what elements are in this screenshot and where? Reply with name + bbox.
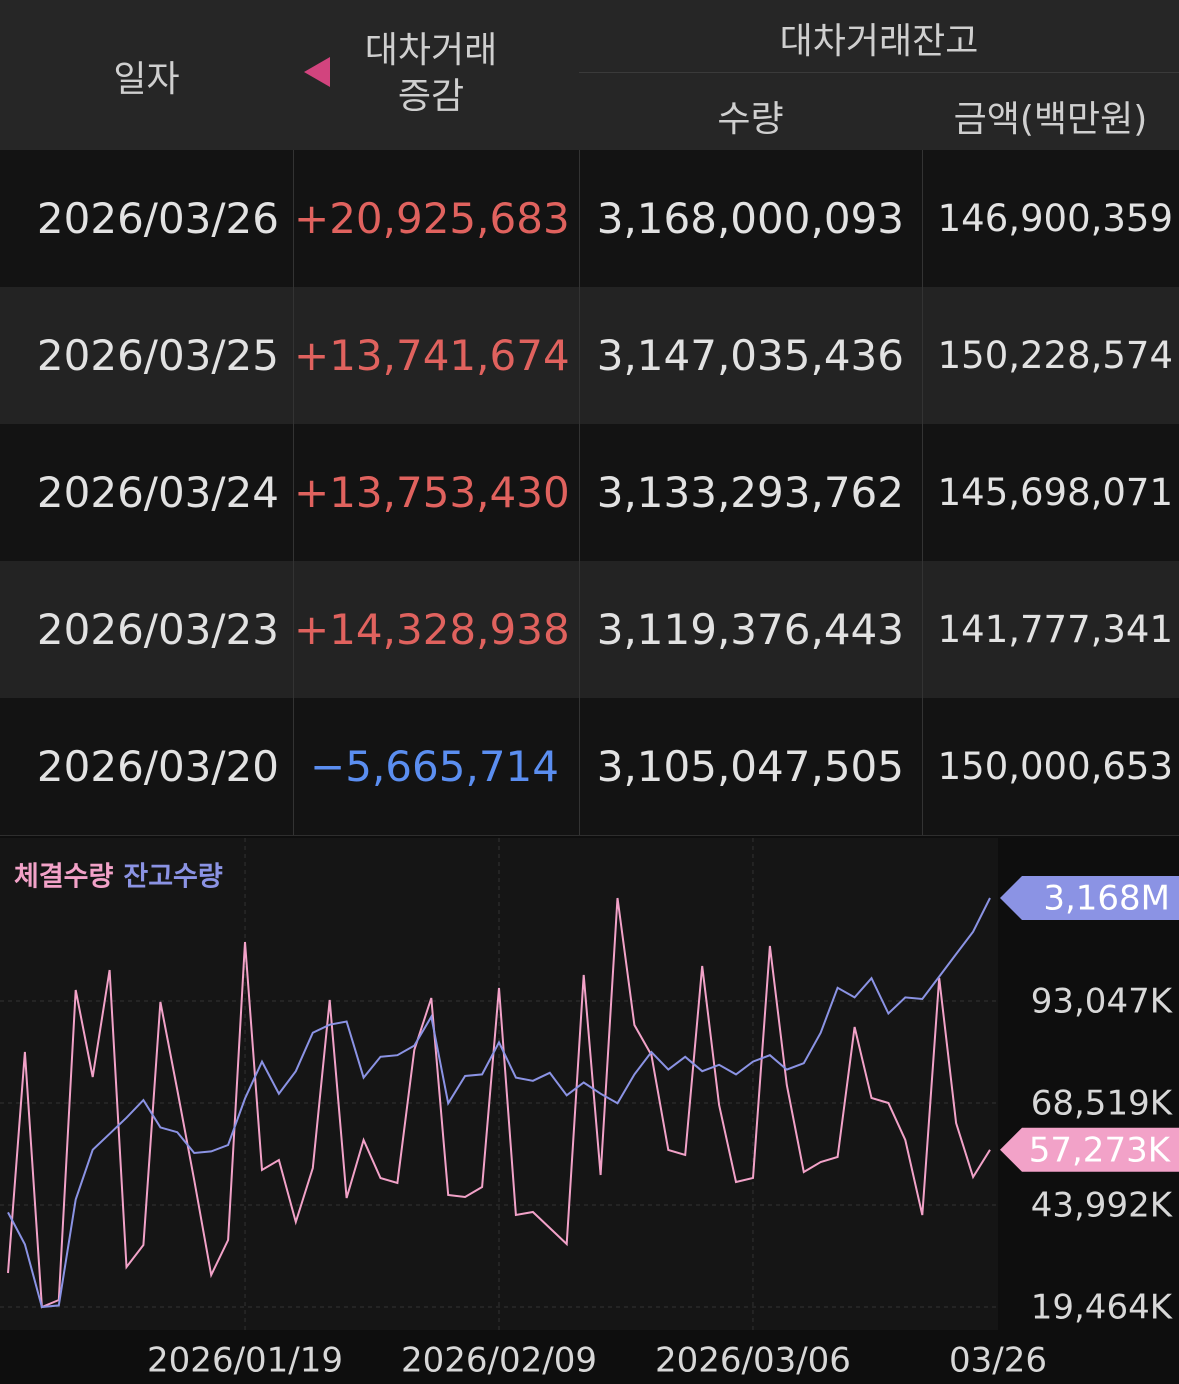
series-line: [7, 897, 991, 1309]
y-tick-label: 43,992K: [1031, 1185, 1174, 1225]
header-quantity: 수량: [717, 99, 784, 140]
change-cell: +14,328,938: [293, 561, 579, 698]
change-cell: −5,665,714: [293, 698, 579, 835]
value-badge-label: 3,168M: [1043, 879, 1170, 919]
value-badge-label: 57,273K: [1029, 1130, 1172, 1170]
y-tick-label: 93,047K: [1031, 981, 1174, 1021]
header-date[interactable]: 일자: [113, 59, 180, 100]
x-tick-label: 2026/01/19: [147, 1341, 343, 1381]
x-tick-label: 2026/03/06: [655, 1341, 851, 1381]
date-cell: 2026/03/20: [36, 742, 279, 791]
date-cell: 2026/03/26: [36, 194, 279, 243]
quantity-cell: 3,168,000,093: [579, 150, 922, 287]
amount-cell: 146,900,359: [922, 150, 1179, 287]
value-badge: [1000, 876, 1179, 920]
change-cell: +13,741,674: [293, 287, 579, 424]
table-header: [0, 0, 1179, 151]
header-amount: 금액(백만원): [953, 99, 1148, 140]
series-line: [7, 897, 991, 1309]
amount-cell: 150,228,574: [922, 287, 1179, 424]
value-badge: [1000, 1127, 1179, 1172]
table-row: [0, 287, 1179, 425]
header-balance: 대차거래잔고: [779, 21, 979, 62]
date-cell: 2026/03/25: [36, 331, 279, 380]
quantity-cell: 3,119,376,443: [579, 561, 922, 698]
date-cell: 2026/03/23: [36, 605, 279, 654]
legend-entry: 잔고수량: [123, 862, 223, 893]
table-row: [0, 698, 1179, 836]
table-row: [0, 150, 1179, 288]
x-tick-label: 03/26: [949, 1341, 1047, 1381]
x-tick-label: 2026/02/09: [401, 1341, 597, 1381]
quantity-cell: 3,133,293,762: [579, 424, 922, 561]
y-tick-label: 19,464K: [1031, 1288, 1174, 1328]
quantity-cell: 3,147,035,436: [579, 287, 922, 424]
date-cell: 2026/03/24: [36, 468, 279, 517]
change-cell: +20,925,683: [293, 150, 579, 287]
amount-cell: 141,777,341: [922, 561, 1179, 698]
table-row: [0, 424, 1179, 562]
amount-cell: 145,698,071: [922, 424, 1179, 561]
chart: 19,464K 43,992K 68,519K 93,047K 2026/01/19 20…: [0, 838, 1179, 1381]
header-change-line: 증감: [397, 76, 465, 117]
change-cell: +13,753,430: [293, 424, 579, 561]
amount-cell: 150,000,653: [922, 698, 1179, 835]
sort-arrow: [304, 57, 330, 87]
header-divider: [579, 72, 1179, 73]
y-tick-label: 68,519K: [1031, 1084, 1174, 1124]
header-change-line: 대차거래: [364, 30, 498, 71]
legend-entry: 체결수량: [14, 862, 114, 893]
quantity-cell: 3,105,047,505: [579, 698, 922, 835]
